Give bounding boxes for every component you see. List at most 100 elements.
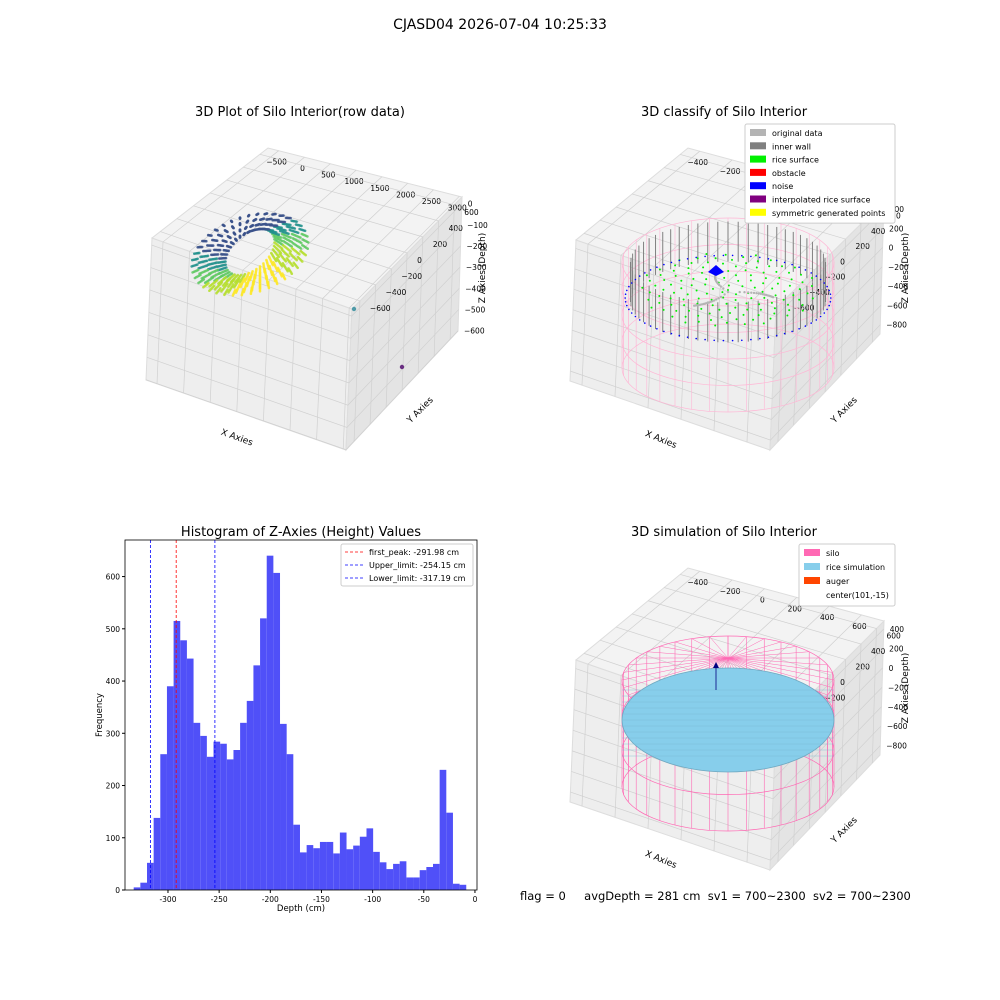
rice-surface-point [757, 314, 760, 317]
y-tick-label: 400 [449, 224, 464, 233]
noise-point [815, 319, 818, 321]
point-cloud-dot [227, 291, 230, 294]
y-axis-label: Y Axies [405, 395, 436, 426]
histogram-bar [346, 849, 354, 890]
histogram-bar [406, 877, 414, 890]
noise-cluster [708, 265, 724, 276]
point-cloud-dot [216, 233, 220, 237]
point-cloud-dot [243, 231, 247, 235]
original-data-point [755, 292, 758, 295]
noise-point [630, 312, 633, 314]
point-cloud-dot [277, 233, 281, 236]
noise-point [823, 312, 826, 314]
point-cloud-dot [306, 235, 309, 238]
histogram-bar [213, 741, 221, 890]
histogram-bar [353, 845, 360, 890]
noise-point [830, 297, 832, 299]
y-tick-label: 400 [871, 227, 886, 236]
rice-surface-point [776, 282, 779, 285]
noise-point [791, 330, 793, 333]
rice-surface-point [787, 303, 789, 306]
x-tick-label: 0 [760, 596, 765, 605]
point-cloud-dot [299, 236, 302, 239]
rice-surface-point [761, 290, 764, 293]
grid-line [243, 166, 439, 357]
point-cloud-dot [215, 291, 218, 295]
noise-point [638, 275, 641, 277]
rice-surface-point [798, 288, 801, 291]
rice-surface-point [769, 317, 772, 320]
noise-point [767, 336, 770, 339]
rice-surface-point [759, 308, 762, 311]
noise-point [775, 334, 778, 337]
original-data-point [715, 298, 718, 301]
rice-surface-point [790, 278, 793, 281]
rice-surface-point [662, 308, 665, 311]
pane-floor [150, 147, 463, 310]
rice-surface-point [749, 279, 752, 282]
z-tick-label: −200 [467, 242, 488, 251]
x-axis-label: X Axies [643, 849, 678, 871]
rice-surface-point [722, 262, 724, 265]
point-cloud-dot [284, 260, 288, 263]
legend-swatch [804, 577, 820, 584]
point-cloud-dot [279, 236, 283, 239]
noise-point [686, 336, 689, 339]
panel-simulation-3d: −400−20002004006006004002000−200−400−600… [569, 525, 911, 872]
noise-point [826, 285, 828, 288]
noise-point [783, 332, 786, 335]
x-tick-label: 0 [473, 895, 478, 904]
histogram-bar [446, 812, 453, 890]
y-tick-label: −200 [825, 273, 846, 282]
point-cloud-dot [229, 241, 233, 244]
rice-surface-point [742, 256, 745, 259]
outlier-point [351, 306, 357, 312]
rice-surface-point [710, 319, 712, 321]
noise-point [713, 339, 715, 342]
rice-surface-point [648, 279, 651, 282]
rice-surface-point [696, 257, 699, 260]
rice-surface-point [755, 266, 758, 269]
noise-point [663, 330, 665, 333]
grid-line [647, 168, 765, 408]
y-tick-label: 100 [106, 834, 121, 843]
x-axis-label: Depth (cm) [277, 904, 325, 914]
point-cloud-dot [296, 266, 300, 270]
point-cloud-dot [238, 280, 242, 284]
histogram-bar [153, 817, 161, 890]
y-tick-label: −200 [401, 272, 422, 281]
noise-point [628, 285, 630, 288]
legend-label: silo [826, 549, 840, 558]
noise-point [663, 263, 665, 266]
rice-surface-point [801, 309, 804, 312]
z-tick-label: −600 [887, 301, 908, 310]
rice-surface-point [752, 318, 755, 321]
histogram-bar [253, 665, 261, 890]
rice-surface-point [648, 291, 651, 294]
grid-line [148, 266, 461, 384]
grid-line [572, 706, 882, 820]
x-tick-label: 2500 [422, 197, 441, 206]
rice-surface-point [658, 301, 661, 304]
z-tick-label: −800 [886, 742, 907, 751]
rice-surface-point [720, 316, 723, 319]
rice-surface-point [764, 277, 767, 280]
noise-point [810, 322, 812, 324]
legend-box [798, 543, 896, 607]
point-cloud-dot [211, 238, 214, 242]
rice-surface-point [727, 284, 730, 287]
noise-point [829, 293, 832, 296]
point-cloud-dot [193, 252, 196, 255]
y-tick-label: 200 [856, 662, 871, 671]
original-data-point [747, 291, 750, 294]
point-cloud-dot [212, 248, 216, 252]
y-tick-label: 0 [840, 257, 845, 266]
legend-box [744, 123, 896, 224]
histogram-bar [186, 658, 194, 890]
z-tick-label: 200 [889, 224, 904, 233]
rice-surface-point [744, 269, 747, 272]
point-cloud-dot [275, 282, 279, 286]
rice-surface-point [743, 323, 746, 326]
legend-label: Upper_limit: -254.15 cm [369, 561, 466, 570]
